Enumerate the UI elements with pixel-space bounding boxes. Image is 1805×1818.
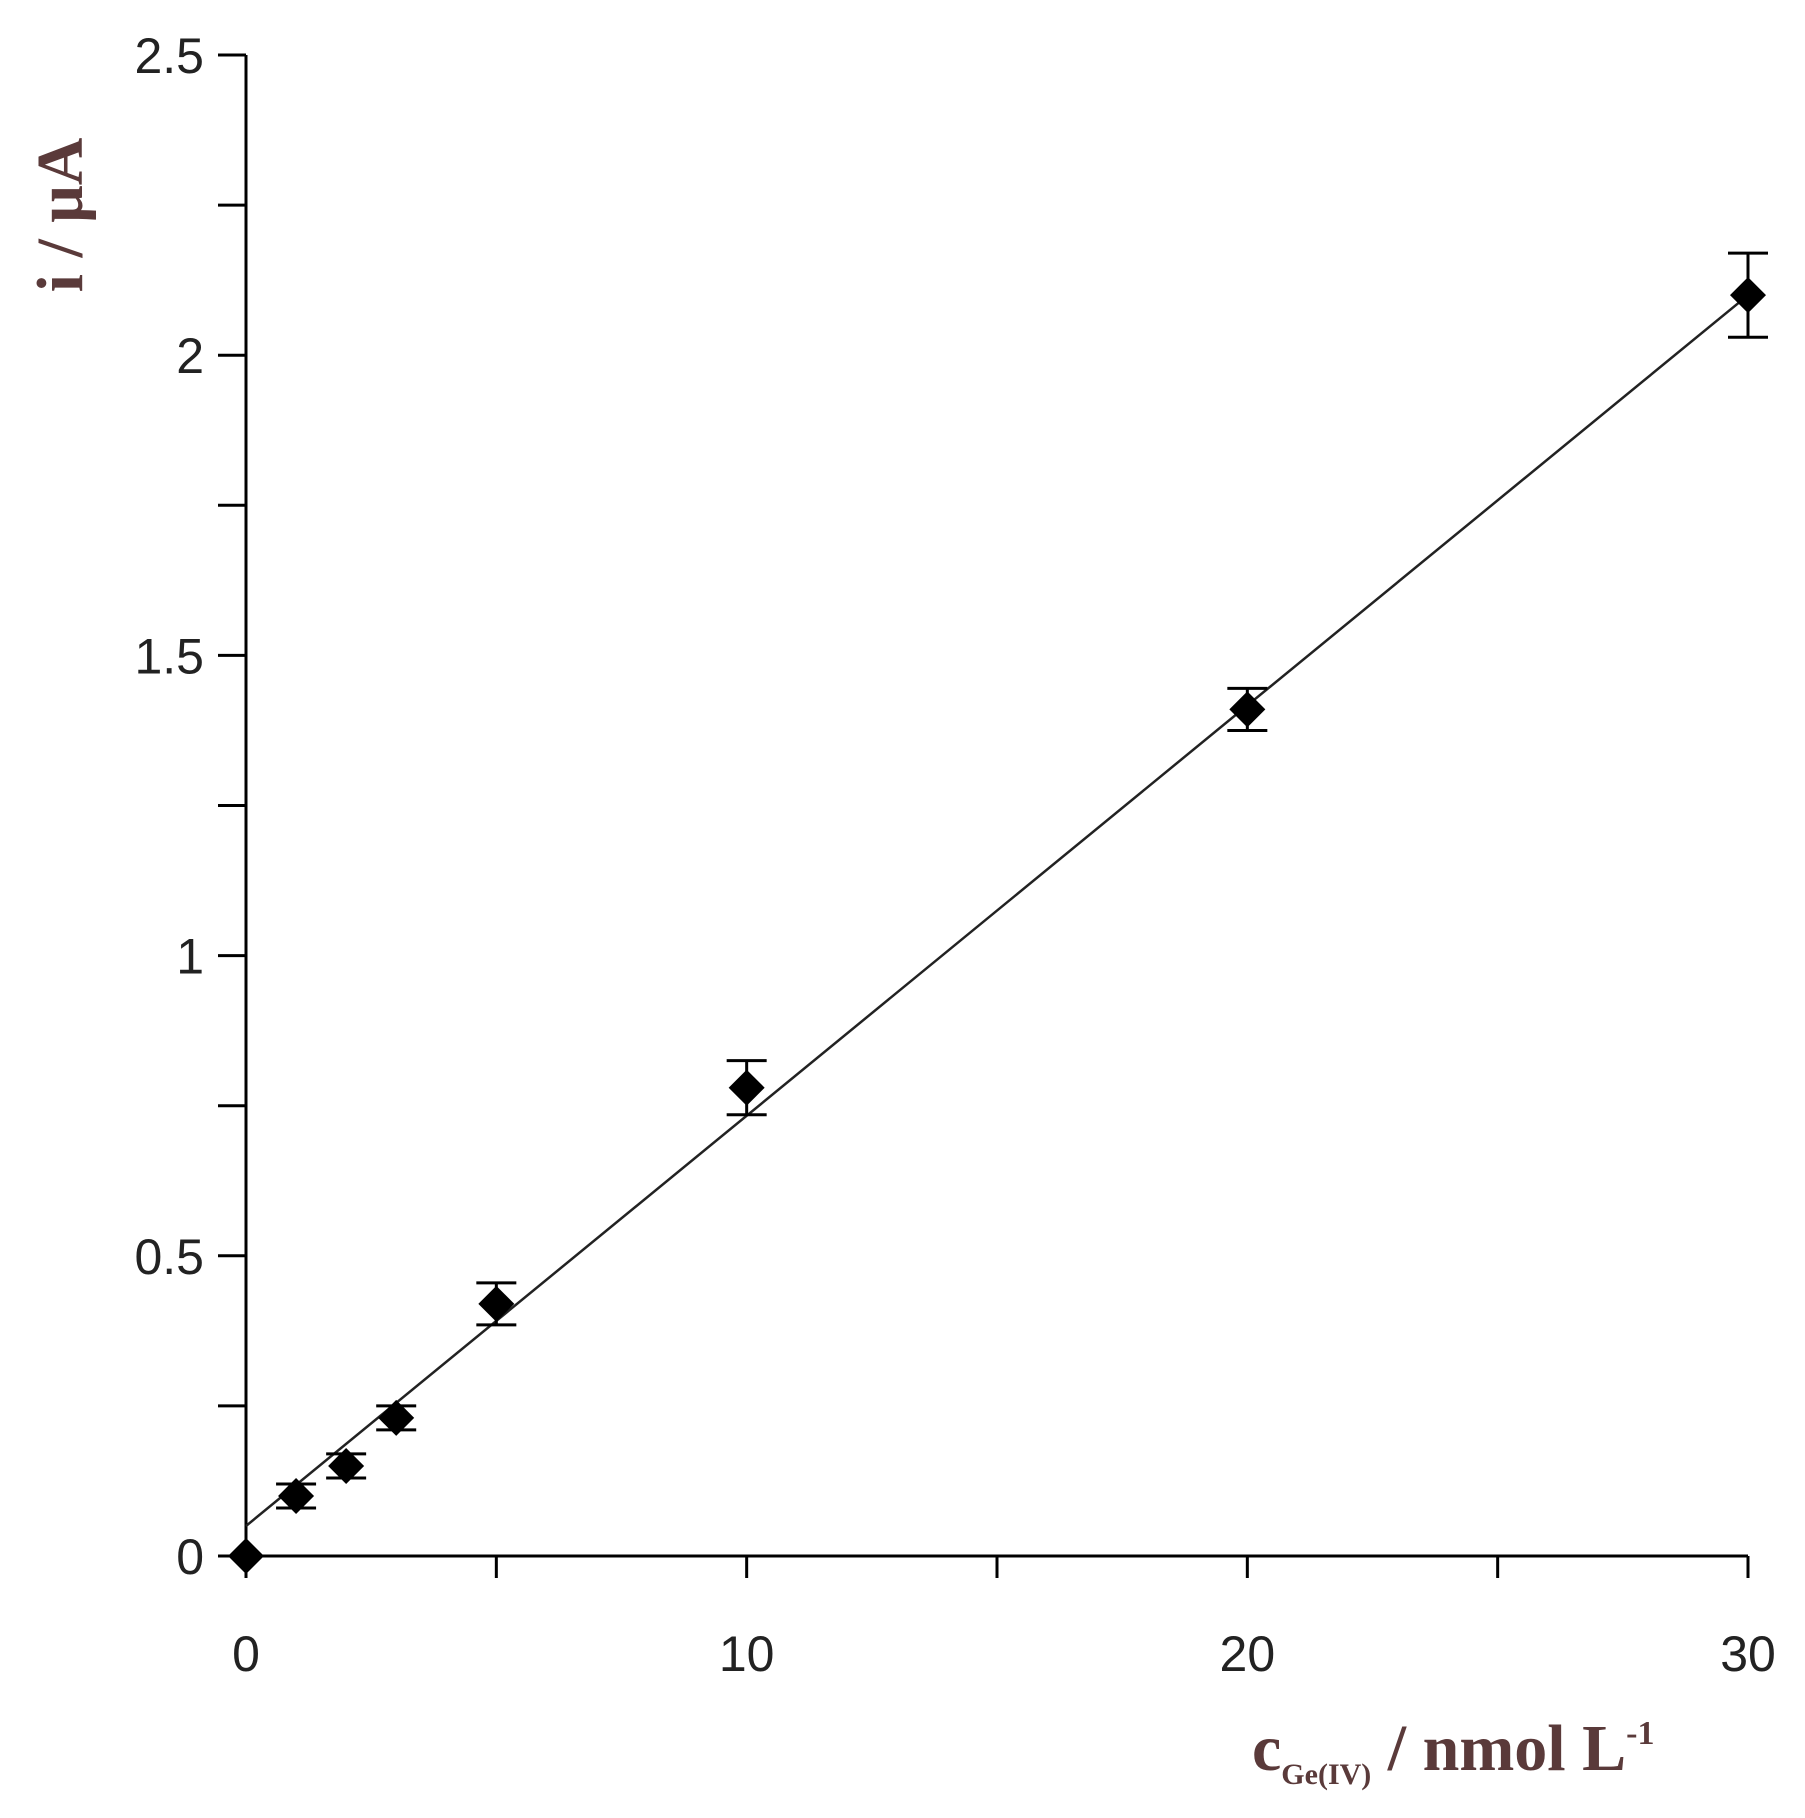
y-axis-label: i / μA	[24, 137, 97, 292]
data-point	[478, 1285, 515, 1322]
y-tick-label: 2	[176, 328, 204, 384]
tick-labels: 0 0.5 1 1.5 2 2.5 0 10 20 30	[134, 28, 1775, 1682]
data-point	[328, 1447, 365, 1484]
data-point	[278, 1477, 315, 1514]
y-tick-label: 1	[176, 929, 204, 985]
fit-line	[245, 294, 1749, 1527]
x-axis-label-main: c	[1252, 1712, 1281, 1785]
x-tick-label: 20	[1220, 1626, 1276, 1682]
data-point	[228, 1538, 264, 1574]
data-point	[1229, 691, 1266, 728]
y-tick-label: 2.5	[134, 28, 204, 84]
x-axis-label-unit: / nmol L	[1371, 1712, 1626, 1785]
x-axis-label-subscript: Ge(IV)	[1281, 1758, 1371, 1791]
data-points	[228, 251, 1768, 1574]
x-tick-label: 30	[1720, 1626, 1776, 1682]
data-point	[1730, 277, 1766, 314]
x-tick-label: 0	[232, 1626, 260, 1682]
fit-line-group	[245, 294, 1749, 1527]
y-tick-label: 1.5	[134, 628, 204, 684]
x-tick-label: 10	[719, 1626, 775, 1682]
axes	[244, 55, 1748, 1558]
x-axis-label: cGe(IV) / nmol L-1	[1252, 1712, 1655, 1791]
ticks	[218, 53, 1750, 1578]
y-tick-label: 0.5	[134, 1229, 204, 1285]
x-axis-label-superscript: -1	[1626, 1715, 1654, 1752]
data-point	[378, 1399, 415, 1436]
data-point	[728, 1069, 765, 1106]
y-tick-label: 0	[176, 1529, 204, 1585]
